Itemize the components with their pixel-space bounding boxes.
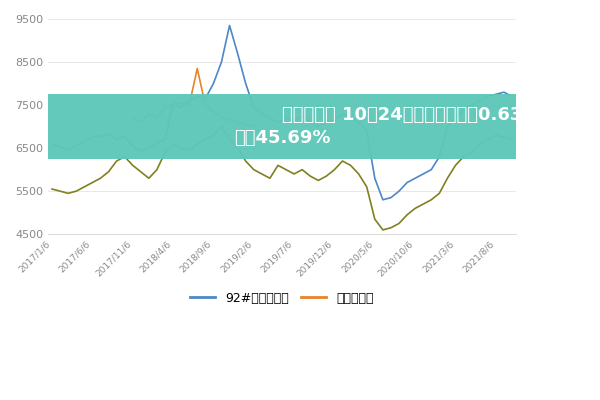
- Bar: [48, 94, 516, 159]
- Legend: 92#汽油批发价, 柴油批发价: 92#汽油批发价, 柴油批发价: [185, 287, 379, 310]
- Text: 价率45.69%: 价率45.69%: [234, 129, 330, 147]
- Bar: [48, 94, 516, 159]
- Text: 配资行情网 10月24日新港转债下跌0.63%，转股溢: 配资行情网 10月24日新港转债下跌0.63%，转股溢: [282, 106, 583, 124]
